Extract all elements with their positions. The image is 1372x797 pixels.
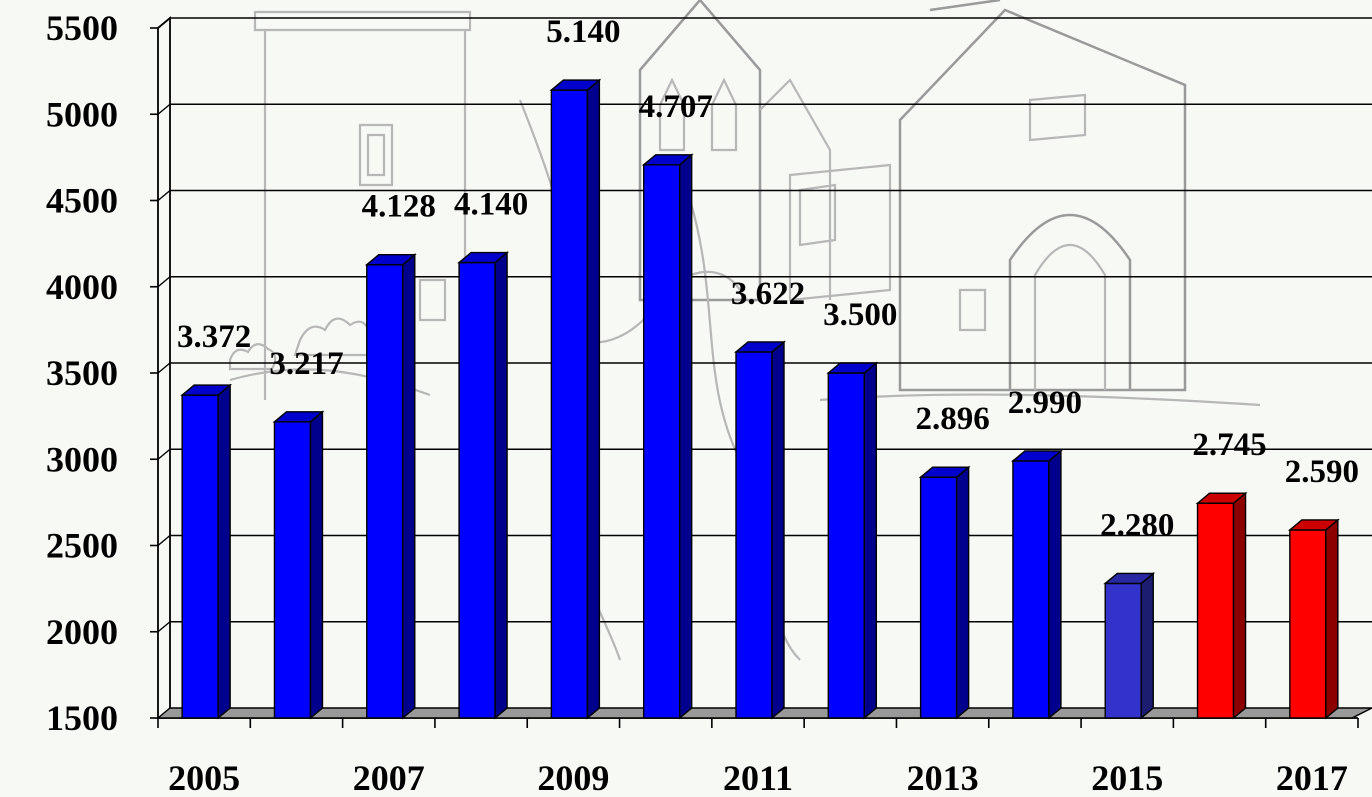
- bar-top: [180, 384, 233, 396]
- gridline-depth: [157, 448, 171, 460]
- bar-2016: [1195, 491, 1248, 720]
- bar-side: [402, 253, 416, 720]
- bar-2013: [918, 465, 971, 720]
- bar-front: [550, 89, 589, 719]
- x-tick-label: 2011: [723, 758, 793, 797]
- bar-top: [457, 251, 510, 264]
- x-tick-label: 2009: [537, 758, 609, 797]
- bar-front: [458, 261, 496, 719]
- bar-side: [217, 383, 231, 720]
- bar-side: [1232, 491, 1247, 720]
- data-label: 2.280: [1100, 507, 1174, 543]
- bar-top: [1195, 492, 1248, 504]
- data-label: 5.140: [546, 14, 620, 50]
- bar-side: [771, 340, 785, 720]
- data-label: 2.990: [1008, 385, 1082, 421]
- y-tick-label: 1500: [46, 698, 118, 738]
- gridline-depth: [157, 189, 171, 202]
- bar-front: [827, 372, 866, 719]
- bars: [180, 78, 1340, 720]
- bar-2011: [734, 340, 786, 720]
- bar-front: [1012, 460, 1050, 719]
- bar-top: [734, 341, 786, 353]
- bar-top: [641, 154, 694, 166]
- bar-top: [549, 79, 602, 91]
- y-tick-label: 2000: [46, 612, 118, 652]
- x-axis-tick-labels: 2005 2007 2009 2011 2013 2015 2017: [168, 758, 1348, 797]
- bar-top: [272, 411, 325, 423]
- gridline-depth: [157, 103, 171, 115]
- bar-front: [366, 263, 404, 719]
- bar-2015: [1103, 571, 1156, 720]
- bar-side: [678, 153, 693, 720]
- bar-top: [1287, 519, 1340, 531]
- data-label: 3.217: [269, 346, 343, 382]
- data-label: 3.500: [823, 297, 897, 333]
- bar-front: [919, 476, 958, 719]
- data-label: 3.622: [731, 276, 805, 312]
- bar-side: [309, 410, 324, 720]
- bar-side: [494, 251, 508, 720]
- y-tick-label: 4000: [46, 267, 118, 307]
- bar-side: [1048, 449, 1062, 720]
- bar-front: [642, 164, 681, 719]
- bar-front: [735, 351, 773, 719]
- y-tick-label: 4500: [46, 181, 118, 221]
- y-tick-label: 5500: [46, 8, 118, 48]
- bar-side: [586, 78, 601, 720]
- bar-side: [863, 361, 878, 720]
- x-tick-label: 2007: [353, 758, 425, 797]
- bar-2008: [457, 251, 510, 720]
- bar-side: [955, 465, 970, 720]
- bar-2012: [826, 361, 879, 720]
- gridline-depth: [157, 534, 171, 547]
- x-tick-label: 2015: [1091, 758, 1163, 797]
- y-tick-label: 3500: [46, 353, 118, 393]
- bar-2007: [364, 253, 417, 720]
- bar-top: [918, 466, 971, 478]
- y-tick-label: 3000: [46, 439, 118, 479]
- data-label: 2.590: [1285, 454, 1359, 490]
- bar-2014: [1010, 449, 1063, 720]
- data-label: 2.896: [915, 401, 989, 437]
- gridline-depth: [157, 362, 171, 374]
- bar-2010: [641, 153, 694, 720]
- data-label: 4.707: [639, 89, 713, 125]
- bar-top: [1103, 572, 1156, 585]
- bar-front: [1104, 582, 1142, 719]
- gridline-depth: [157, 621, 171, 633]
- data-label: 4.140: [454, 187, 528, 223]
- y-tick-label: 2500: [46, 526, 118, 566]
- x-tick-label: 2005: [168, 758, 240, 797]
- bar-side: [1140, 571, 1154, 720]
- bar-top: [826, 362, 879, 374]
- x-tick-label: 2013: [907, 758, 979, 797]
- bar-side: [1325, 518, 1339, 720]
- bar-2006: [272, 410, 325, 720]
- bar-front: [181, 394, 219, 719]
- bar-front: [273, 421, 312, 719]
- bar-2009: [549, 78, 602, 720]
- y-tick-label: 5000: [46, 94, 118, 134]
- data-label: 4.128: [362, 189, 436, 225]
- bar-top: [364, 253, 417, 266]
- data-labels: 3.372 3.217 4.128 4.140 5.140 4.707 3.622 3.500…: [177, 14, 1359, 543]
- bar-2017: [1287, 518, 1340, 720]
- bar-front: [1196, 502, 1235, 719]
- bar-top: [1010, 450, 1063, 462]
- x-tick-label: 2017: [1276, 758, 1348, 797]
- gridline-depth: [157, 276, 171, 288]
- bar-front: [1289, 529, 1327, 719]
- data-label: 2.745: [1192, 427, 1266, 463]
- y-axis-tick-labels: 1500 2000 2500 3000 3500 4000 4500 5000 5500: [46, 8, 118, 738]
- y-axis-line: [157, 16, 171, 718]
- bar-2005: [180, 383, 233, 720]
- data-label: 3.372: [177, 319, 251, 355]
